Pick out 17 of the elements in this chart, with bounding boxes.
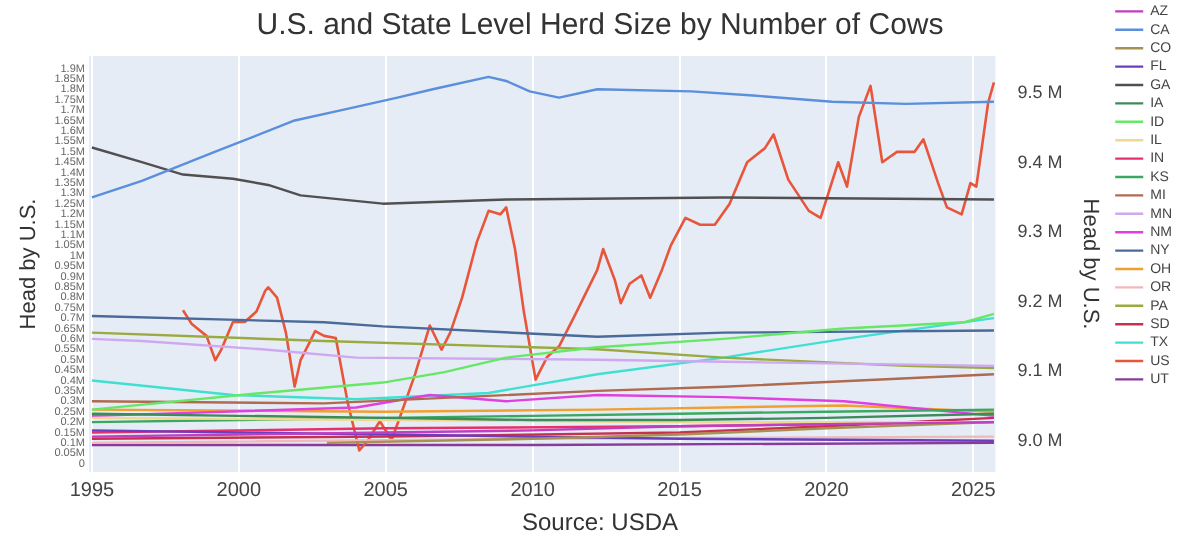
y2-tick-label: 9.2 M	[1017, 290, 1063, 311]
x-tick-label: 2010	[510, 479, 556, 502]
x-tick-label: 2000	[216, 479, 262, 502]
chart-title: U.S. and State Level Herd Size by Number of Cows	[256, 8, 944, 43]
y2-axis-title: Head by U.S.	[1077, 198, 1102, 330]
y2-tick-label: 9.1 M	[1017, 360, 1063, 381]
x-tick-label: 2025	[951, 479, 997, 502]
y2-tick-label: 9.4 M	[1017, 151, 1063, 172]
x-tick-label: 2020	[804, 479, 850, 502]
x-tick-label: 2005	[363, 479, 409, 502]
x-tick-label: 2015	[657, 479, 703, 502]
x-tick-label: 1995	[69, 479, 116, 502]
source-note: Source: USDA	[519, 508, 681, 536]
y-axis-title: Head by U.S.	[17, 198, 42, 330]
y2-tick-label: 9.5 M	[1017, 82, 1063, 103]
y2-tick-label: 9.3 M	[1017, 221, 1063, 242]
y2-tick-label: 9.0 M	[1017, 429, 1063, 450]
